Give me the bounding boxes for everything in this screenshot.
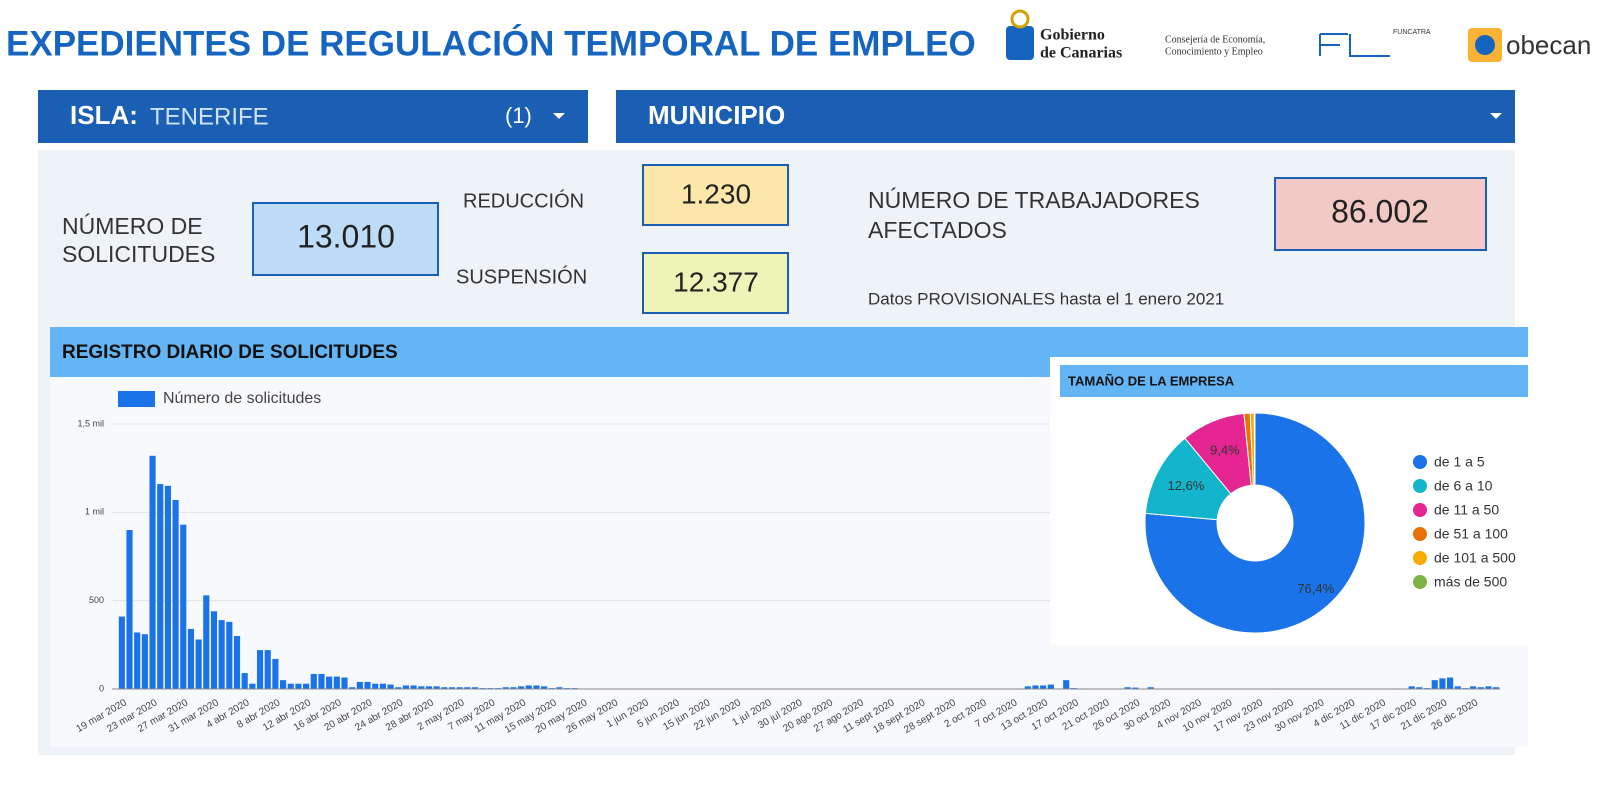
y-tick-label: 1 mil [85, 507, 104, 517]
bar [526, 685, 532, 689]
bar [203, 595, 209, 689]
filter-count: (1) [505, 103, 532, 128]
filter-label: ISLA: [70, 100, 138, 130]
bar [334, 677, 340, 689]
kpi-value: 86.002 [1331, 193, 1429, 229]
legend-swatch [118, 391, 155, 407]
obecan-eye [1475, 35, 1495, 55]
kpi-value: 13.010 [297, 218, 395, 254]
slice [1254, 413, 1255, 485]
bar [326, 677, 332, 689]
bar [295, 684, 301, 689]
legend-dot [1413, 527, 1427, 541]
bar [318, 674, 324, 689]
kpi-value: 1.230 [681, 178, 751, 209]
y-tick-label: 1,5 mil [77, 418, 104, 428]
bar [234, 636, 240, 689]
kpi-label: AFECTADOS [868, 217, 1007, 243]
bar [341, 678, 347, 689]
legend-dot [1413, 503, 1427, 517]
bar [257, 650, 263, 689]
logos: Gobierno de Canarias Consejería de Econo… [1006, 11, 1591, 62]
kpi-label: NÚMERO DE TRABAJADORES [868, 187, 1200, 213]
bar [311, 674, 317, 689]
bar [173, 500, 179, 689]
bar [188, 629, 194, 689]
crest [1006, 26, 1034, 60]
y-tick-label: 500 [89, 595, 104, 605]
bar [1048, 685, 1054, 689]
bar [1040, 685, 1046, 689]
filter-value: TENERIFE [150, 103, 269, 130]
bar [303, 684, 309, 689]
logo-text: Conocimiento y Empleo [1165, 46, 1263, 57]
bar [533, 685, 539, 689]
bar [1447, 678, 1453, 689]
bar [1439, 678, 1445, 689]
legend-label: Número de solicitudes [163, 390, 321, 407]
bar [149, 456, 155, 689]
kpi-label: SOLICITUDES [62, 241, 215, 267]
legend-label: de 51 a 100 [1434, 526, 1508, 542]
slice-label: 9,4% [1210, 442, 1240, 457]
bar [165, 486, 171, 689]
bar [196, 640, 202, 689]
bar [1063, 680, 1069, 689]
bar [1432, 680, 1438, 689]
page-title: EXPEDIENTES DE REGULACIÓN TEMPORAL DE EM… [6, 23, 976, 63]
bar [272, 659, 278, 689]
kpi-label: NÚMERO DE [62, 213, 203, 239]
crown [1012, 11, 1028, 27]
kpi-label: SUSPENSIÓN [456, 265, 587, 288]
kpi-value: 12.377 [673, 266, 759, 297]
fcl-logo [1320, 34, 1390, 56]
kpi-label: REDUCCIÓN [463, 189, 584, 212]
legend-label: de 1 a 5 [1434, 454, 1485, 470]
bar [226, 622, 232, 689]
bar [265, 650, 271, 689]
logo-text: de Canarias [1040, 45, 1122, 62]
bar [211, 611, 217, 689]
bar [142, 634, 148, 689]
legend-dot [1413, 455, 1427, 469]
filter-label: MUNICIPIO [648, 100, 785, 130]
bar [219, 620, 225, 689]
bar [1032, 685, 1038, 689]
bar [357, 682, 363, 689]
pie-title: TAMAÑO DE LA EMPRESA [1068, 373, 1235, 388]
slice-label: 76,4% [1297, 581, 1334, 596]
bar [372, 684, 378, 689]
bar [364, 682, 370, 689]
legend-label: de 11 a 50 [1434, 502, 1499, 518]
bar [249, 684, 255, 689]
logo-text: FUNCATRA [1393, 29, 1431, 36]
legend-label: de 101 a 500 [1434, 550, 1516, 566]
legend-dot [1413, 551, 1427, 565]
bar [119, 617, 125, 689]
bar [411, 685, 417, 689]
legend-label: de 6 a 10 [1434, 478, 1493, 494]
bar [403, 685, 409, 689]
bar [180, 525, 186, 689]
bar [280, 680, 286, 689]
legend-label: más de 500 [1434, 574, 1507, 590]
bar [134, 632, 140, 689]
legend-dot [1413, 479, 1427, 493]
bar [157, 484, 163, 689]
bar [242, 673, 248, 689]
bar [380, 684, 386, 689]
legend-dot [1413, 575, 1427, 589]
bar [288, 684, 294, 689]
chart-title: REGISTRO DIARIO DE SOLICITUDES [62, 342, 398, 363]
note: Datos PROVISIONALES hasta el 1 enero 202… [868, 289, 1224, 308]
logo-text: Gobierno [1040, 27, 1105, 44]
y-tick-label: 0 [99, 683, 104, 693]
bar [126, 530, 132, 689]
logo-text: obecan [1506, 30, 1591, 60]
logo-text: Consejería de Economía, [1165, 34, 1265, 45]
slice-label: 12,6% [1168, 478, 1205, 493]
bar [387, 685, 393, 689]
